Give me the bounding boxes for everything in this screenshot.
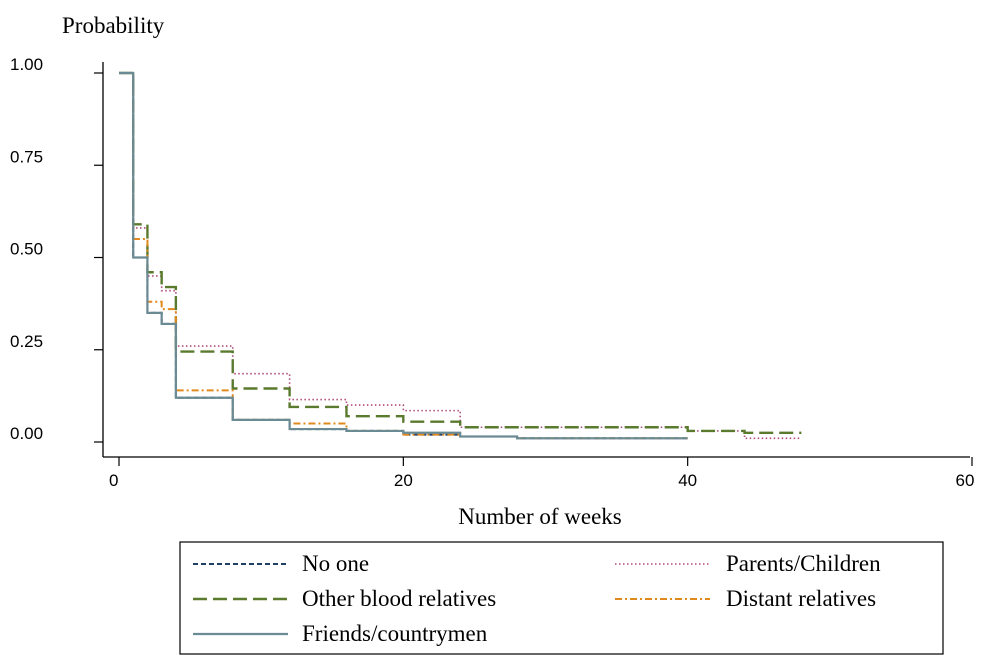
y-tick-label: 0.50 (10, 240, 43, 259)
x-tick-label: 0 (109, 471, 118, 490)
legend-label: No one (302, 551, 369, 576)
x-tick-label: 20 (394, 471, 413, 490)
series-line-other-blood-relatives (119, 71, 802, 434)
series-lines (119, 71, 802, 440)
legend-label: Other blood relatives (302, 586, 496, 611)
x-tick-label: 40 (678, 471, 697, 490)
y-tick-label: 0.75 (10, 147, 43, 166)
series-line-distant-relatives (119, 72, 688, 440)
series-line-no-one (119, 72, 688, 440)
y-tick-label: 1.00 (10, 55, 43, 74)
x-tick-label: 60 (956, 471, 975, 490)
series-line-friends-countrymen (119, 71, 688, 440)
y-tick-label: 0.25 (10, 332, 43, 351)
legend-label: Friends/countrymen (302, 621, 488, 646)
legend-label: Distant relatives (726, 586, 876, 611)
y-axis-ticks: 0.00 0.25 0.50 0.75 1.00 (10, 55, 103, 443)
legend-box (179, 541, 944, 655)
x-axis-title: Number of weeks (458, 504, 622, 529)
series-line-parents-children (119, 72, 802, 440)
y-axis-title: Probability (62, 13, 165, 38)
legend-label: Parents/Children (726, 551, 881, 576)
y-tick-label: 0.00 (10, 424, 43, 443)
x-axis-ticks: 0 20 40 60 (109, 457, 974, 490)
legend: No one Parents/Children Other blood relati… (179, 541, 944, 655)
